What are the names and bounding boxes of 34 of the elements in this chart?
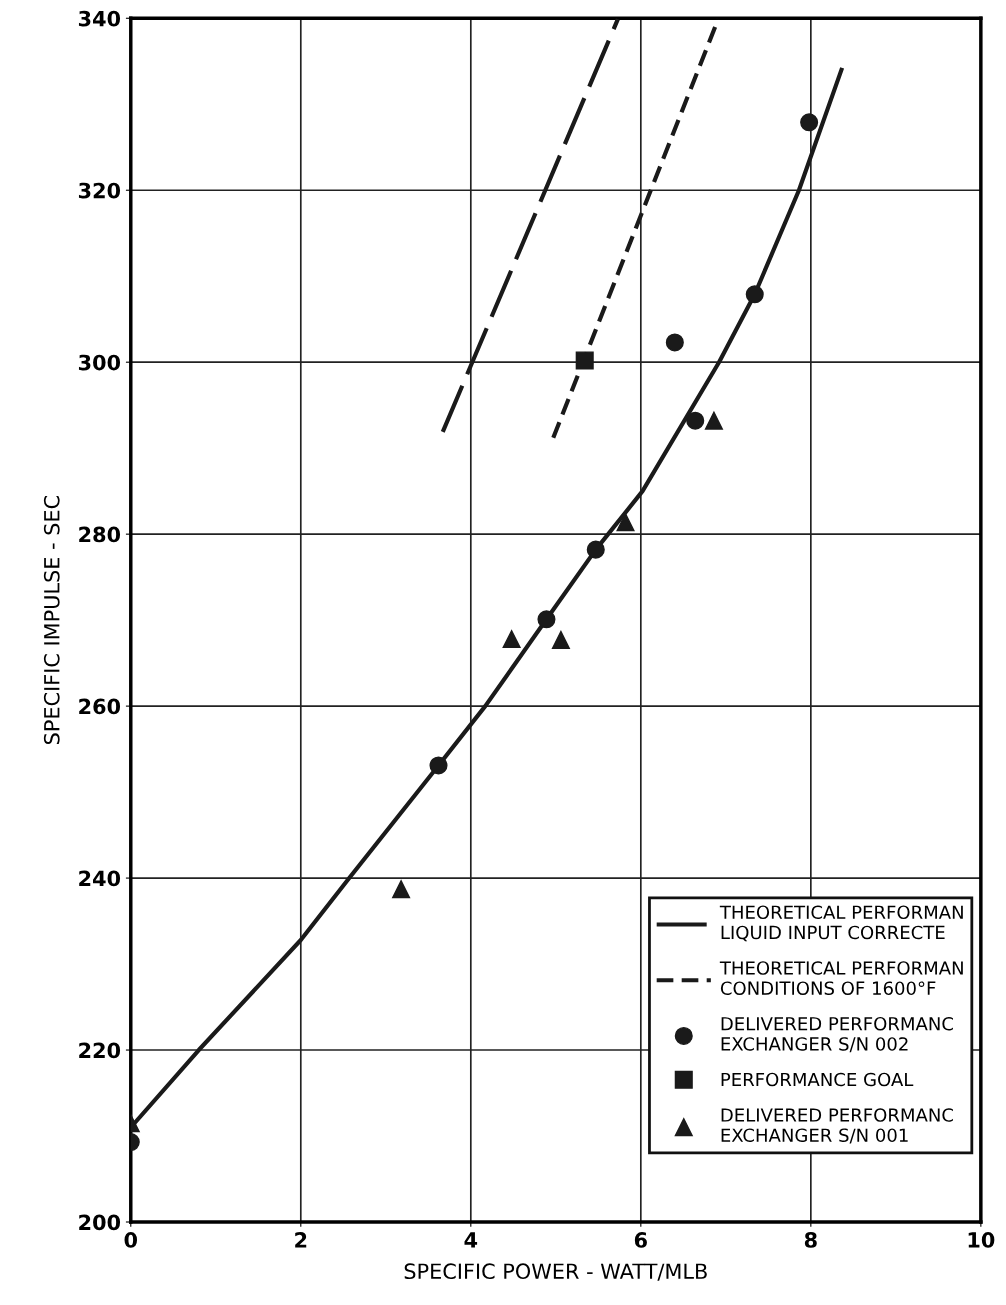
x-tick-label: 6 [634, 1232, 647, 1248]
point [551, 630, 570, 649]
legend-label: PERFORMANCE GOAL [721, 1072, 914, 1087]
point [704, 411, 723, 430]
point [392, 880, 411, 899]
point [586, 540, 605, 559]
point [800, 113, 819, 132]
y-axis-title: SPECIFIC IMPULSE - SEC [43, 495, 60, 745]
y-tick-label: 320 [78, 182, 121, 199]
point [616, 513, 635, 532]
y-tick-label: 340 [78, 10, 121, 27]
x-tick-label: 4 [464, 1232, 478, 1248]
x-tick-label: 0 [124, 1232, 138, 1248]
y-tick-label: 280 [79, 526, 121, 543]
x-axis-title: SPECIFIC POWER - WATT/MLB [404, 1263, 707, 1281]
point [502, 630, 521, 649]
point [745, 285, 764, 304]
x-tick-label: 8 [804, 1232, 817, 1248]
point [665, 333, 684, 352]
x-tick-label: 10 [968, 1232, 995, 1248]
point [429, 756, 448, 775]
legend-label: DELIVERED PERFORMANC EXCHANGER S/N 001 [721, 1108, 953, 1144]
legend-label: THEORETICAL PERFORMAN CONDITIONS OF 1600°F [719, 961, 963, 996]
point [575, 351, 594, 370]
y-tick-label: 300 [78, 354, 121, 371]
y-tick-label: 200 [79, 1214, 121, 1231]
y-tick-label: 220 [79, 1042, 121, 1059]
y-tick-label: 240 [79, 870, 121, 887]
point [686, 411, 705, 430]
y-tick-label: 260 [79, 698, 121, 715]
legend-label: DELIVERED PERFORMANC EXCHANGER S/N 002 [721, 1016, 953, 1053]
x-tick-label: 2 [295, 1232, 307, 1248]
point [537, 610, 556, 629]
legend-label: THEORETICAL PERFORMAN LIQUID INPUT CORRECTE [719, 905, 963, 942]
